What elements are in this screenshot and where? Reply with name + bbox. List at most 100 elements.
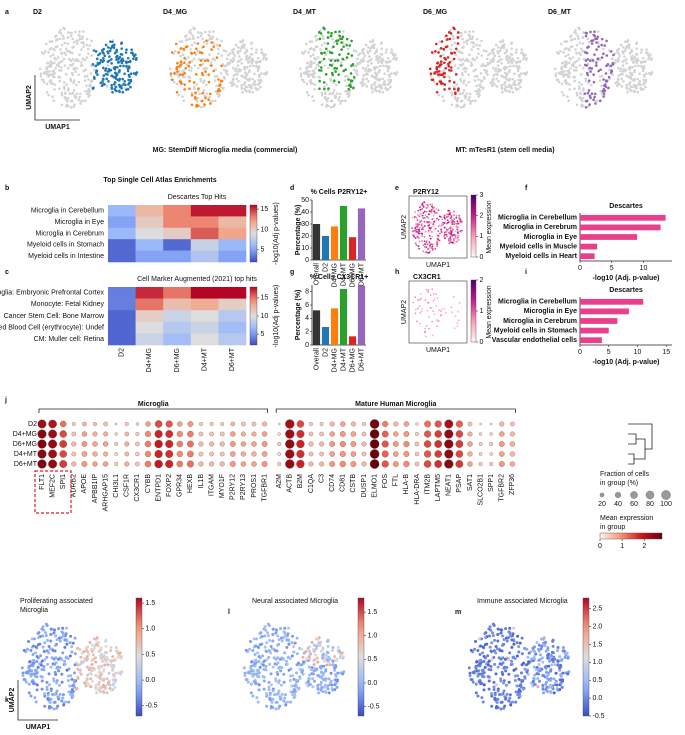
cell-point xyxy=(482,659,486,663)
cell-point xyxy=(60,52,64,55)
cell-point xyxy=(506,61,510,64)
dot xyxy=(219,441,225,447)
cell-point xyxy=(503,51,507,55)
bar xyxy=(357,285,366,345)
cell-point xyxy=(236,64,240,67)
cell-point xyxy=(456,325,459,328)
cell-point xyxy=(362,47,365,51)
cell-point xyxy=(101,683,105,687)
colorbar-tick-label: -0.5 xyxy=(593,713,605,720)
colorbar-tick-label: 3 xyxy=(480,192,484,199)
dot xyxy=(296,420,305,428)
cell-point-highlight xyxy=(124,61,128,64)
dot xyxy=(135,432,140,436)
dot xyxy=(467,441,473,447)
y-tick-label: Vascular endothelial cells xyxy=(492,337,577,344)
cell-point xyxy=(443,237,446,239)
cell-point-highlight xyxy=(430,51,434,54)
cell-point xyxy=(262,679,266,683)
cell-point xyxy=(430,306,433,309)
cell-point-highlight xyxy=(444,66,447,70)
cell-point xyxy=(617,56,620,60)
cell-point xyxy=(57,31,61,34)
cell-point xyxy=(277,679,281,683)
heatmap-cell xyxy=(135,227,164,240)
legend-tick-label: 40 xyxy=(614,501,622,508)
cell-point-highlight xyxy=(130,51,133,55)
dot xyxy=(209,461,215,467)
cell-point xyxy=(282,672,286,676)
dot xyxy=(467,421,473,427)
cell-point xyxy=(509,59,513,63)
cell-point xyxy=(418,240,421,243)
cell-point xyxy=(451,234,454,237)
cell-point xyxy=(394,58,398,61)
cell-point xyxy=(215,84,218,88)
cell-point xyxy=(474,672,478,676)
gene-label: GPR34 xyxy=(177,474,184,497)
cell-point xyxy=(56,695,60,699)
cell-point xyxy=(430,209,433,211)
cell-point xyxy=(479,85,483,89)
cell-point xyxy=(636,77,640,81)
cell-point xyxy=(621,64,625,67)
x-tick-label: Overall xyxy=(313,263,320,286)
heatmap-col-label: D2 xyxy=(119,348,126,357)
cell-point xyxy=(496,639,500,643)
cell-point xyxy=(106,681,110,685)
cell-point xyxy=(424,243,426,246)
cell-point xyxy=(43,704,47,708)
cell-point xyxy=(68,92,71,96)
cell-point xyxy=(453,220,456,223)
gene-label: CYBB xyxy=(145,474,152,493)
umap-points xyxy=(412,288,461,338)
dot xyxy=(296,439,305,449)
cell-point-highlight xyxy=(447,64,451,68)
dot xyxy=(144,430,152,438)
cell-point-highlight xyxy=(609,50,613,53)
cell-point xyxy=(446,228,449,231)
cell-point xyxy=(45,685,49,689)
cell-point xyxy=(268,638,272,642)
dot xyxy=(198,451,204,457)
cell-point xyxy=(362,74,366,77)
cell-point-highlight xyxy=(320,66,323,69)
cell-point xyxy=(562,51,565,54)
cell-point xyxy=(54,38,58,42)
cell-point xyxy=(278,665,282,669)
cell-point-highlight xyxy=(595,41,598,44)
cell-point xyxy=(87,52,90,56)
cell-point xyxy=(476,694,480,698)
cell-point xyxy=(495,701,499,705)
cell-point xyxy=(564,47,568,50)
cell-point xyxy=(256,651,260,655)
cell-point xyxy=(215,74,219,78)
cell-point xyxy=(63,659,67,663)
cell-point xyxy=(533,682,537,686)
cell-point xyxy=(568,83,572,86)
cell-point xyxy=(78,92,82,96)
dot xyxy=(230,451,236,457)
heatmap-row-label: Monocyte: Fetal Kidney xyxy=(31,301,105,308)
dot xyxy=(71,461,77,467)
dot xyxy=(187,450,194,458)
cell-point xyxy=(546,690,550,694)
cell-point xyxy=(52,679,56,683)
cell-point xyxy=(93,656,97,660)
cell-point xyxy=(418,223,421,226)
cell-point xyxy=(630,89,633,93)
dot xyxy=(350,451,357,457)
dot xyxy=(319,451,324,457)
cell-point xyxy=(455,214,458,217)
cell-point xyxy=(468,37,472,40)
cell-point xyxy=(367,79,370,83)
cell-point xyxy=(634,64,637,68)
cell-point xyxy=(453,41,457,45)
cell-point xyxy=(21,671,25,675)
cell-point xyxy=(388,75,391,78)
cell-point xyxy=(305,67,308,70)
cell-point xyxy=(271,627,275,631)
cell-point xyxy=(81,99,84,103)
cell-point xyxy=(300,647,304,651)
cell-point xyxy=(500,692,504,696)
